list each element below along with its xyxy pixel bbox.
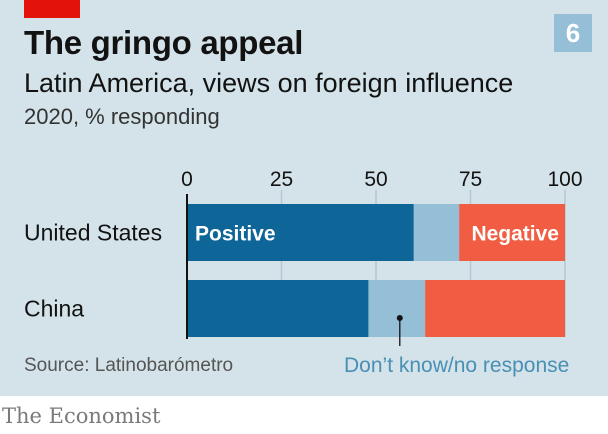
stacked-bar-chart: 0 25 50 75 100 United States China Positive Nega… (24, 168, 583, 346)
chart-unit-label: 2020, % responding (24, 104, 220, 129)
x-tick-label-100: 100 (547, 168, 582, 191)
bar-china-0 (187, 280, 369, 337)
bar-china-1 (368, 280, 426, 337)
bar-united-states-1 (413, 204, 460, 261)
x-tick-label-75: 75 (459, 168, 482, 191)
x-tick-label-0: 0 (181, 168, 193, 191)
inline-label-positive: Positive (195, 223, 276, 246)
chart-title: The gringo appeal (24, 24, 304, 61)
chart-number-badge: 6 (554, 14, 592, 52)
x-tick-label-50: 50 (364, 168, 387, 191)
category-label-united-states: United States (24, 220, 162, 246)
inline-label-negative: Negative (471, 223, 559, 246)
x-tick-label-25: 25 (270, 168, 293, 191)
source-note: Source: Latinobarómetro (24, 355, 234, 376)
bar-china-2 (425, 280, 565, 337)
chart-subtitle: Latin America, views on foreign influenc… (24, 68, 514, 98)
economist-brand: The Economist (2, 404, 161, 428)
category-label-china: China (24, 296, 84, 322)
bar-united-states-0 (187, 204, 414, 261)
bar-united-states-2 (459, 204, 565, 261)
dont-know-annotation: Don’t know/no response (344, 354, 570, 377)
economist-red-tag (24, 0, 80, 18)
